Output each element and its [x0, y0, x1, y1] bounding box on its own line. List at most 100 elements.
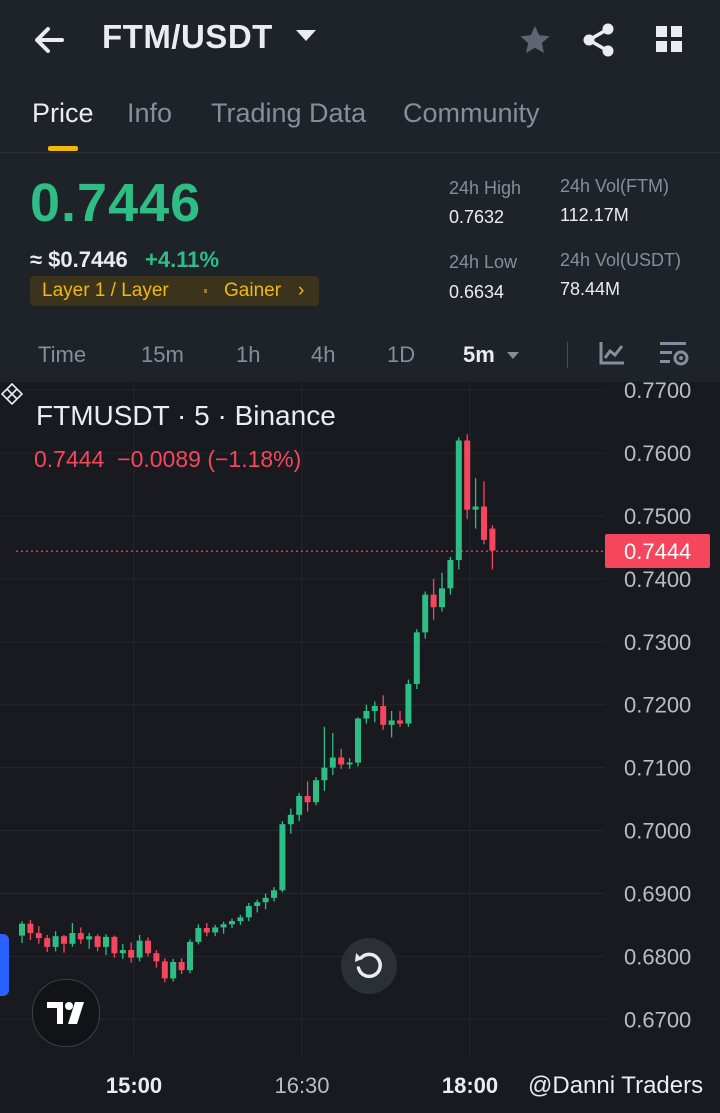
candle-body: [262, 897, 269, 903]
high-value: 0.7632: [449, 207, 505, 227]
caret-down-icon[interactable]: [296, 30, 316, 41]
current-price-tag-label: 0.7444: [624, 539, 692, 565]
candle-body: [363, 711, 370, 719]
candle-body: [472, 506, 479, 510]
tab-trading-data[interactable]: Trading Data: [211, 98, 367, 128]
candle-body: [161, 961, 168, 979]
y-tick-label: 0.7700: [624, 382, 691, 403]
tag-separator: [204, 289, 207, 293]
candle-body: [187, 941, 193, 971]
share-icon[interactable]: [582, 22, 616, 58]
x-tick-label: 16:30: [274, 1073, 329, 1098]
candle-body: [136, 940, 143, 958]
y-tick-label: 0.7100: [624, 756, 691, 781]
candle-body: [455, 440, 462, 561]
tab-bar: Price Info Trading Data Community: [0, 92, 720, 153]
candle-body: [287, 814, 294, 825]
candle-body: [405, 683, 412, 724]
y-tick-label: 0.7400: [624, 567, 691, 592]
watermark-text: @Danni Traders: [528, 1072, 704, 1099]
candle-body: [69, 933, 76, 944]
volume-base-label: 24h Vol(FTM): [560, 176, 670, 196]
y-tick-label: 0.6800: [624, 944, 691, 969]
star-icon[interactable]: [518, 24, 552, 56]
grid-icon[interactable]: [654, 24, 684, 54]
candle-body: [203, 928, 210, 933]
candle-body: [237, 917, 244, 922]
tab-info[interactable]: Info: [127, 98, 173, 128]
y-tick-label: 0.6700: [624, 1007, 691, 1032]
chart-change: −0.0089: [117, 446, 201, 472]
left-pane-handle[interactable]: [0, 934, 9, 996]
candle-body: [220, 924, 227, 928]
candle-body: [304, 795, 311, 803]
volume-quote-label: 24h Vol(USDT): [560, 250, 682, 270]
interval-1h[interactable]: 1h: [236, 342, 261, 367]
candle-body: [128, 950, 135, 958]
interval-caret-down-icon[interactable]: [507, 352, 519, 359]
active-tab-indicator: [48, 146, 78, 151]
x-tick-label: 18:00: [442, 1073, 498, 1098]
back-arrow-icon[interactable]: [30, 22, 70, 58]
price-change-percent: +4.11%: [145, 247, 220, 272]
candle-body: [380, 705, 387, 725]
candle-body: [170, 962, 177, 979]
reset-icon: [355, 952, 382, 979]
candle-body: [254, 902, 261, 907]
volume-quote-value: 78.44M: [560, 279, 621, 299]
candle-body: [145, 940, 151, 954]
trading-pair-title[interactable]: FTM/USDT: [102, 18, 273, 55]
category-tag[interactable]: Layer 1 / Layer Gainer ›: [30, 276, 319, 306]
candle-body: [94, 936, 101, 947]
chart-settings-icon[interactable]: [658, 340, 690, 368]
y-tick-label: 0.6900: [624, 881, 691, 906]
candle-body: [44, 938, 51, 947]
y-tick-label: 0.7200: [624, 693, 691, 718]
candle-body: [195, 928, 202, 942]
candle-body: [413, 632, 420, 684]
candle-body: [271, 890, 277, 898]
reset-chart-button[interactable]: [341, 938, 397, 994]
candle-body: [321, 767, 328, 781]
candle-body: [119, 950, 126, 954]
candlestick-chart-svg[interactable]: 0.7700 0.7600 0.7500 0.7400 0.7300 0.7200 0.71…: [0, 382, 720, 1113]
candle-body: [245, 906, 252, 918]
interval-time[interactable]: Time: [38, 342, 87, 367]
candle-body: [212, 927, 219, 933]
indicator-icon[interactable]: [598, 340, 626, 366]
candle-body: [329, 757, 336, 768]
interval-5m[interactable]: 5m: [463, 342, 495, 367]
price-chart[interactable]: 0.7700 0.7600 0.7500 0.7400 0.7300 0.7200 0.71…: [0, 382, 720, 1113]
candle-body: [313, 780, 319, 803]
top-bar: FTM/USDT: [0, 0, 720, 84]
candle-body: [279, 824, 286, 891]
chart-change-percent: (−1.18%): [207, 446, 302, 472]
last-price: 0.7446: [30, 173, 202, 233]
tag-gainer-label: Gainer: [224, 280, 282, 301]
candle-body: [35, 933, 42, 939]
candle-body: [422, 594, 429, 633]
candle-body: [229, 921, 235, 925]
candle-body: [111, 936, 118, 954]
interval-15m[interactable]: 15m: [141, 342, 184, 367]
tag-category-label: Layer 1 / Layer: [42, 280, 169, 301]
candle-body: [430, 594, 437, 608]
y-tick-label: 0.7500: [624, 504, 691, 529]
candle-body: [371, 705, 378, 712]
tab-price[interactable]: Price: [32, 98, 94, 128]
chart-last-price: 0.7444: [34, 446, 105, 472]
low-label: 24h Low: [449, 252, 518, 272]
interval-1d[interactable]: 1D: [387, 342, 416, 367]
interval-4h[interactable]: 4h: [311, 342, 336, 367]
candle-body: [178, 962, 185, 971]
candle-body: [27, 923, 34, 934]
low-value: 0.6634: [449, 282, 505, 302]
candle-body: [77, 933, 84, 940]
candle-body: [61, 936, 67, 944]
chart-quote-line: 0.7444 −0.0089 (−1.18%): [34, 446, 301, 473]
volume-base-value: 112.17M: [560, 205, 629, 225]
x-tick-label: 15:00: [106, 1073, 162, 1098]
tab-community[interactable]: Community: [403, 98, 540, 128]
candle-body: [439, 588, 445, 608]
candle-body: [489, 528, 496, 551]
